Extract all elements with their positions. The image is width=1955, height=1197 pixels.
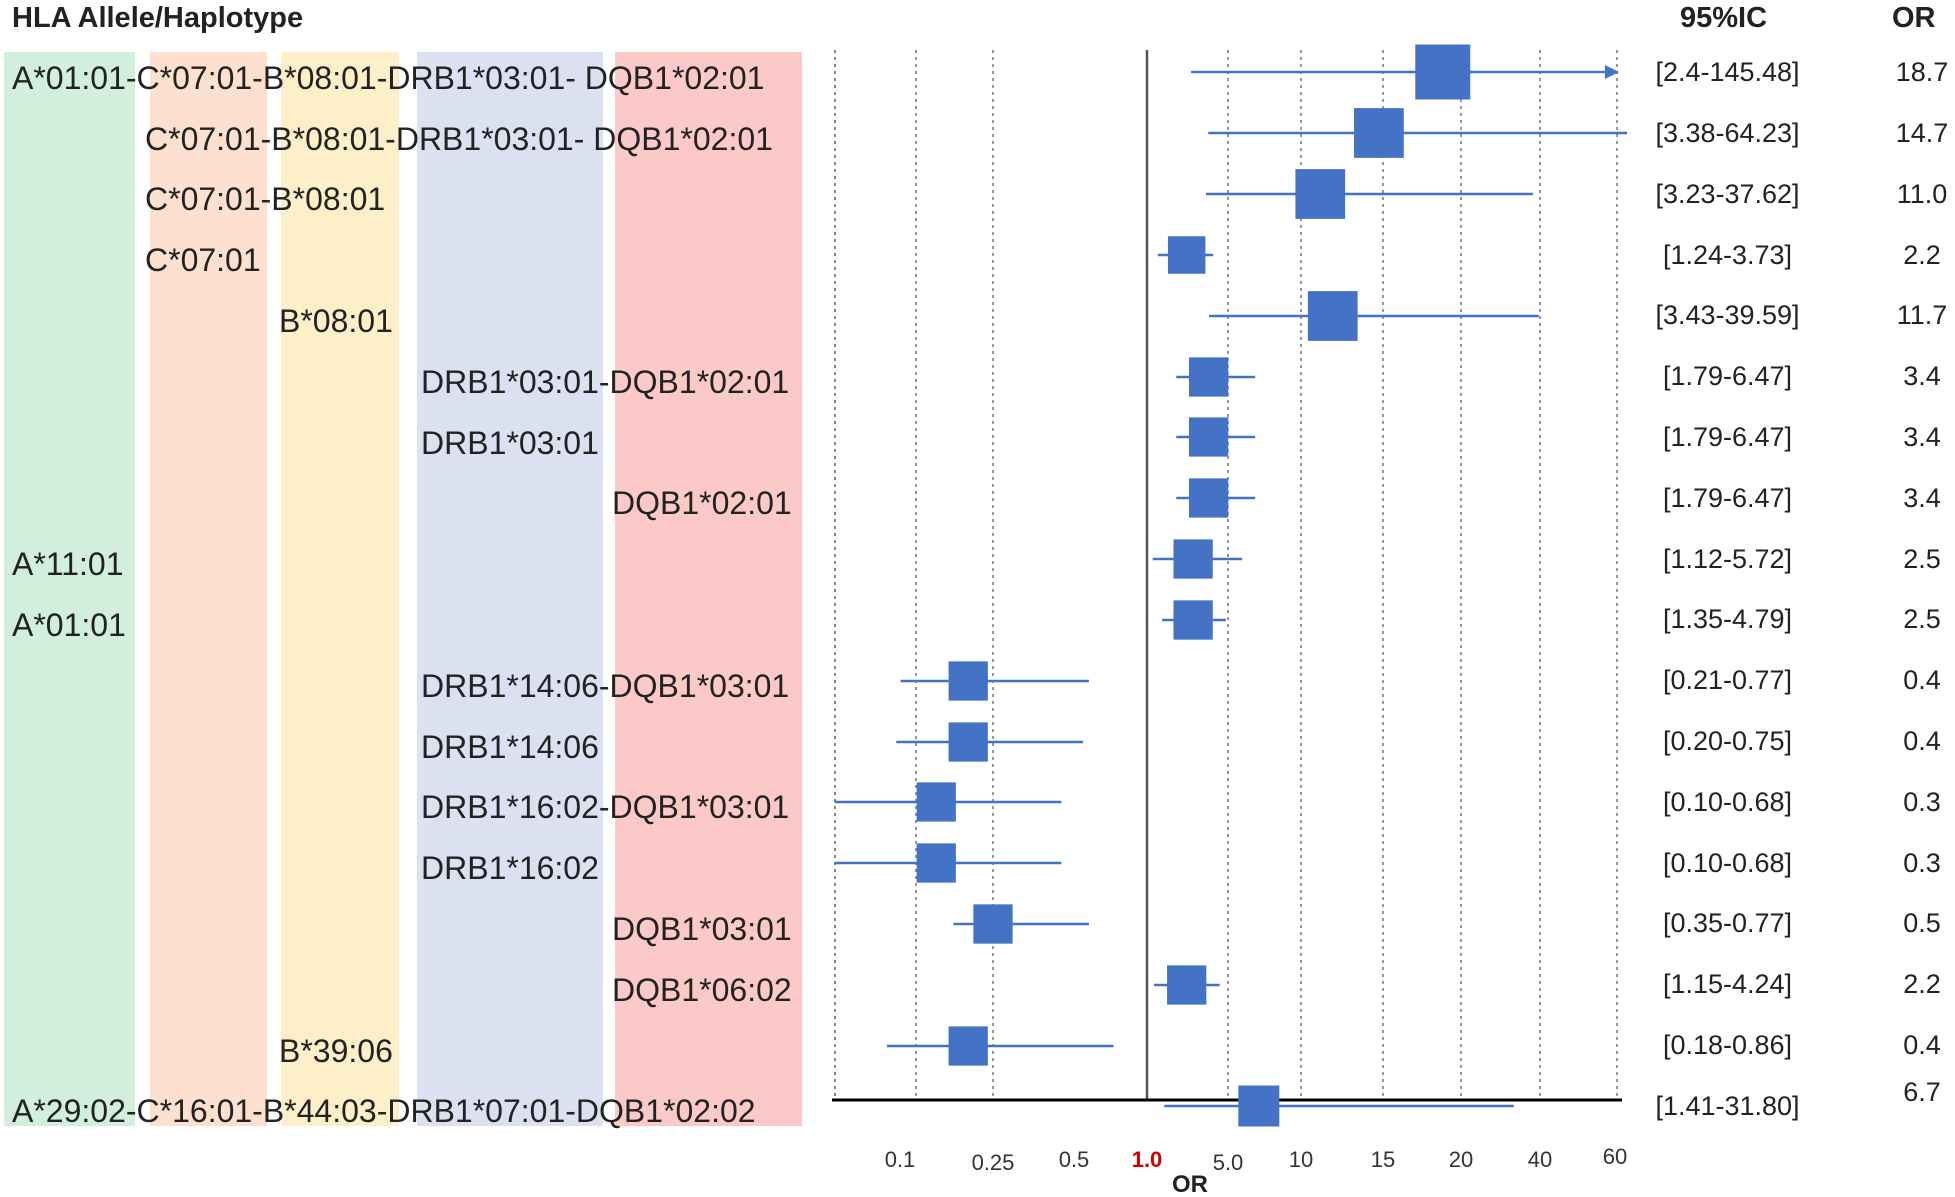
ci-value: [0.35-0.77] [1662, 908, 1793, 938]
or-value: 14.7 [1895, 118, 1949, 148]
ci-value: [1.41-31.80] [1655, 1091, 1800, 1121]
or-marker [916, 843, 956, 883]
tick-label: 5.0 [1213, 1150, 1244, 1175]
row-label: A*29:02-C*16:01-B*44:03-DRB1*07:01-DQB1*… [12, 1093, 756, 1129]
or-value: 11.0 [1896, 179, 1948, 209]
ci-value: [0.18-0.86] [1662, 1030, 1793, 1060]
or-value: 3.4 [1903, 422, 1941, 452]
tick-label: 1.0 [1132, 1147, 1163, 1172]
or-marker [1415, 44, 1471, 100]
or-marker [1238, 1085, 1280, 1127]
ci-value: [0.20-0.75] [1662, 726, 1793, 756]
or-value: 6.7 [1903, 1077, 1941, 1107]
ci-value: [3.23-37.62] [1655, 179, 1800, 209]
ci-value: [0.10-0.68] [1662, 787, 1793, 817]
or-marker [1188, 478, 1229, 518]
chart-title: HLA Allele/Haplotype [12, 2, 304, 34]
or-marker [1188, 417, 1229, 457]
or-value: 0.5 [1903, 908, 1941, 938]
or-marker [916, 782, 956, 822]
or-marker [973, 904, 1013, 944]
band-hla-b [281, 52, 399, 1126]
row-label: DRB1*14:06 [421, 729, 599, 765]
or-value: 2.5 [1903, 544, 1941, 574]
tick-label: 10 [1289, 1147, 1313, 1172]
or-value: 2.5 [1903, 604, 1941, 634]
ic-column-header: 95%IC [1680, 2, 1768, 34]
row-label: DRB1*16:02 [421, 850, 599, 886]
row-label: B*08:01 [279, 303, 393, 339]
or-marker [1354, 108, 1404, 158]
ci-value: [3.43-39.59] [1655, 300, 1800, 330]
or-marker [1307, 291, 1358, 341]
row-label: C*07:01-B*08:01 [145, 181, 386, 217]
or-marker [948, 661, 988, 701]
or-marker [1188, 357, 1229, 397]
ci-value: [3.38-64.23] [1655, 118, 1800, 148]
row-label: A*01:01-C*07:01-B*08:01-DRB1*03:01- DQB1… [12, 60, 765, 96]
or-value: 18.7 [1895, 57, 1949, 87]
band-hla-c [150, 52, 267, 1126]
ci-value: [1.15-4.24] [1662, 969, 1793, 999]
tick-label: 0.5 [1059, 1147, 1090, 1172]
ci-value: [1.12-5.72] [1662, 544, 1793, 574]
row-label: B*39:06 [279, 1033, 393, 1069]
ci-value: [1.24-3.73] [1662, 240, 1793, 270]
tick-label: 40 [1528, 1147, 1552, 1172]
tick-label: 0.1 [885, 1147, 916, 1172]
row-label: DQB1*02:01 [612, 485, 792, 521]
row-label: DRB1*03:01-DQB1*02:01 [421, 364, 790, 400]
ci-value: [2.4-145.48] [1655, 57, 1800, 87]
row-label: DQB1*06:02 [612, 972, 792, 1008]
or-value: 0.3 [1903, 787, 1941, 817]
or-column-header: OR [1892, 2, 1936, 34]
row-label: C*07:01 [145, 242, 261, 278]
or-marker [1173, 600, 1213, 640]
row-label: DRB1*14:06-DQB1*03:01 [421, 668, 790, 704]
ci-value: [0.21-0.77] [1662, 665, 1793, 695]
x-axis-label: OR [1172, 1171, 1208, 1197]
ci-value: [1.79-6.47] [1662, 422, 1793, 452]
ci-value: [1.79-6.47] [1662, 483, 1793, 513]
or-marker [948, 1026, 988, 1066]
or-value: 3.4 [1903, 361, 1941, 391]
ci-value: [0.10-0.68] [1662, 848, 1793, 878]
tick-label: 60 [1603, 1144, 1627, 1169]
row-label: C*07:01-B*08:01-DRB1*03:01- DQB1*02:01 [145, 121, 773, 157]
tick-label: 0.25 [972, 1150, 1015, 1175]
or-value: 0.3 [1903, 848, 1941, 878]
or-value: 0.4 [1903, 665, 1941, 695]
or-marker [1167, 236, 1206, 274]
or-marker [1295, 169, 1346, 219]
ci-arrow [1605, 65, 1619, 79]
or-marker [948, 722, 988, 762]
or-value: 2.2 [1903, 969, 1941, 999]
or-value: 2.2 [1903, 240, 1941, 270]
or-value: 0.4 [1903, 726, 1941, 756]
or-value: 0.4 [1903, 1030, 1941, 1060]
row-label: A*11:01 [12, 546, 124, 582]
band-hla-a [4, 52, 135, 1126]
row-label: A*01:01 [12, 607, 126, 643]
or-value: 3.4 [1903, 483, 1941, 513]
band-hla-drb1 [417, 52, 603, 1126]
ci-value: [1.79-6.47] [1662, 361, 1793, 391]
row-label: DQB1*03:01 [612, 911, 792, 947]
tick-label: 15 [1371, 1147, 1395, 1172]
row-label: DRB1*16:02-DQB1*03:01 [421, 789, 790, 825]
band-hla-dqb1 [615, 52, 802, 1126]
row-label: DRB1*03:01 [421, 425, 599, 461]
or-marker [1167, 965, 1207, 1005]
ci-value: [1.35-4.79] [1662, 604, 1793, 634]
tick-label: 20 [1449, 1147, 1473, 1172]
or-value: 11.7 [1896, 300, 1948, 330]
or-marker [1173, 539, 1213, 579]
